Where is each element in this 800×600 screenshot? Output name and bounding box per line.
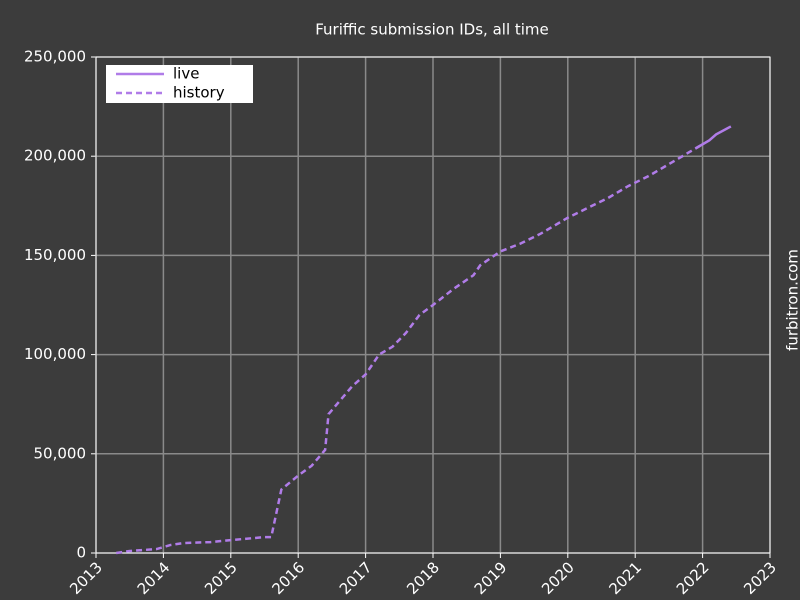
y-tick-label: 50,000 xyxy=(34,444,87,462)
plot-frame xyxy=(95,56,771,554)
watermark: furbitron.com xyxy=(784,249,800,351)
y-tick-label: 200,000 xyxy=(24,147,86,165)
chart-title: Furiffic submission IDs, all time xyxy=(315,21,549,39)
legend-box xyxy=(106,65,253,103)
series-line xyxy=(695,125,732,150)
y-tick-label: 0 xyxy=(76,544,86,562)
legend-label: history xyxy=(173,84,225,102)
y-tick-label: 250,000 xyxy=(24,48,86,66)
legend-label: live xyxy=(173,65,199,83)
series-line xyxy=(116,143,704,555)
y-tick-label: 150,000 xyxy=(24,246,86,264)
y-tick-label: 100,000 xyxy=(24,345,86,363)
